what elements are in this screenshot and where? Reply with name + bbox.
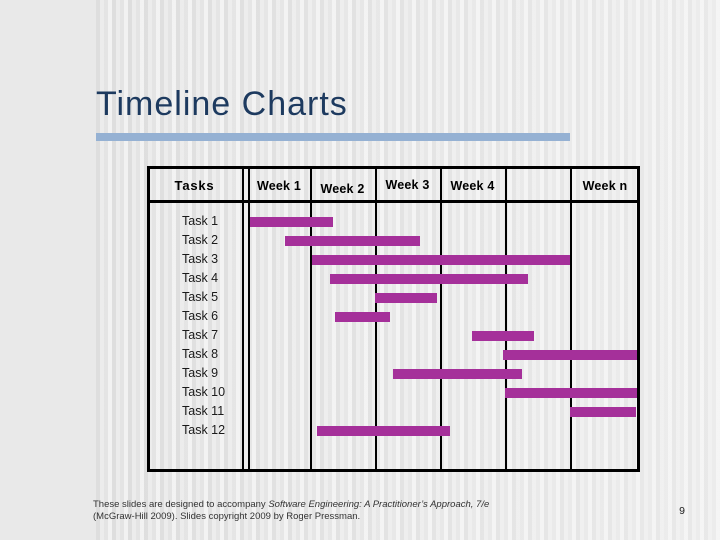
footer-line-1: These slides are designed to accompany S… (93, 499, 523, 511)
gantt-bar (503, 350, 640, 360)
gantt-bar (249, 217, 333, 227)
gantt-bar (505, 388, 640, 398)
footer-line1-normal: These slides are designed to accompany (93, 499, 269, 510)
gantt-task-label: Task 10 (182, 385, 226, 399)
gantt-week-header: Week 1 (256, 179, 302, 193)
gantt-chart: Tasks Week 1 Week 2 Week 3 Week 4 Week n Task… (147, 166, 640, 472)
gantt-task-label: Task 11 (182, 404, 225, 418)
gantt-week-header: Week 4 (450, 179, 495, 193)
gantt-bar (330, 274, 528, 284)
gantt-task-label: Task 3 (182, 252, 219, 266)
gantt-task-label: Task 5 (182, 290, 219, 304)
gantt-task-label: Task 7 (182, 328, 219, 342)
gantt-task-label: Task 6 (182, 309, 219, 323)
gantt-header-divider (147, 200, 640, 203)
gantt-task-label: Task 8 (182, 347, 219, 361)
gantt-task-label: Task 12 (182, 423, 226, 437)
gantt-gridline (440, 166, 442, 472)
gantt-gridline (505, 166, 507, 472)
gantt-bar (317, 426, 450, 436)
footer-line-2: (McGraw-Hill 2009). Slides copyright 200… (93, 510, 361, 522)
gantt-task-label: Task 4 (182, 271, 219, 285)
gantt-gridline (248, 166, 250, 472)
gantt-bar (375, 293, 437, 303)
gantt-bar (393, 369, 522, 379)
gantt-week-header: Week 2 (320, 182, 365, 196)
gantt-week-header: Week n (582, 179, 628, 193)
page-number: 9 (679, 505, 685, 517)
title-underline-rule (96, 133, 570, 141)
gantt-task-label: Task 2 (182, 233, 219, 247)
footer-line1-italic: Software Engineering: A Practitioner’s A… (268, 499, 490, 510)
gantt-week-header: Week 3 (385, 178, 430, 192)
gantt-task-label: Task 1 (182, 214, 219, 228)
slide-title: Timeline Charts (96, 85, 348, 123)
gantt-bar (471, 331, 535, 341)
gantt-bar (285, 236, 420, 246)
gantt-bar (311, 255, 570, 265)
gantt-bar (334, 312, 390, 322)
gantt-tasks-header: Tasks (174, 178, 215, 193)
gantt-gridline (570, 166, 572, 472)
footer-credit: These slides are designed to accompany S… (93, 499, 523, 522)
gantt-task-label: Task 9 (182, 366, 219, 380)
gantt-gridline (310, 166, 312, 472)
gantt-gridline (242, 166, 244, 472)
left-margin-strip (0, 0, 96, 540)
gantt-bar (570, 407, 636, 417)
